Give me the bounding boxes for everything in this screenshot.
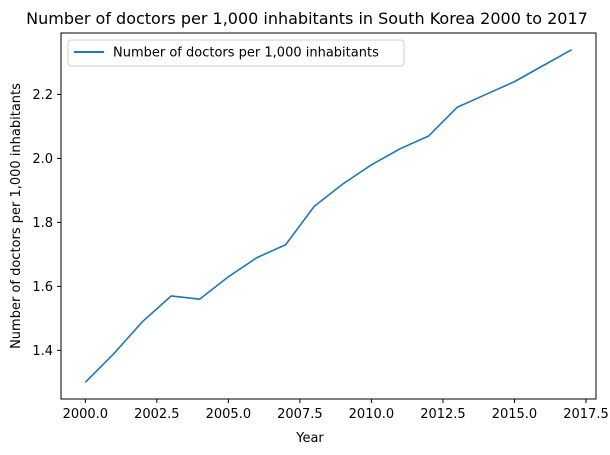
y-tick-label: 2.2 — [32, 88, 53, 103]
legend-entry-label: Number of doctors per 1,000 inhabitants — [113, 46, 379, 61]
legend-box — [67, 39, 405, 67]
y-tick-label: 1.4 — [32, 344, 53, 359]
x-tick-label: 2002.5 — [134, 407, 180, 422]
y-axis-ticks: 1.4 1.6 1.8 2.0 2.2 — [32, 88, 61, 359]
x-tick-label: 2007.5 — [277, 407, 323, 422]
series-layer — [84, 48, 573, 383]
plot-frame — [60, 32, 597, 400]
x-tick-label: 2012.5 — [420, 407, 466, 422]
x-tick-label: 2010.0 — [349, 407, 395, 422]
x-tick-label: 2017.5 — [563, 407, 609, 422]
legend: Number of doctors per 1,000 inhabitants — [67, 39, 405, 67]
chart-title: Number of doctors per 1,000 inhabitants … — [26, 9, 588, 28]
x-tick-label: 2000.0 — [63, 407, 109, 422]
x-axis-label: Year — [295, 431, 324, 446]
plot-area — [60, 32, 597, 400]
x-tick-label: 2015.0 — [492, 407, 538, 422]
y-tick-label: 1.8 — [32, 216, 53, 231]
y-tick-label: 1.6 — [32, 280, 53, 295]
y-axis-label: Number of doctors per 1,000 inhabitants — [9, 83, 24, 349]
x-tick-label: 2005.0 — [206, 407, 252, 422]
y-tick-label: 2.0 — [32, 152, 53, 167]
series-line-0 — [84, 48, 573, 383]
x-axis-ticks: 2000.0 2002.5 2005.0 2007.5 2010.0 2012.5 2015… — [63, 399, 609, 422]
